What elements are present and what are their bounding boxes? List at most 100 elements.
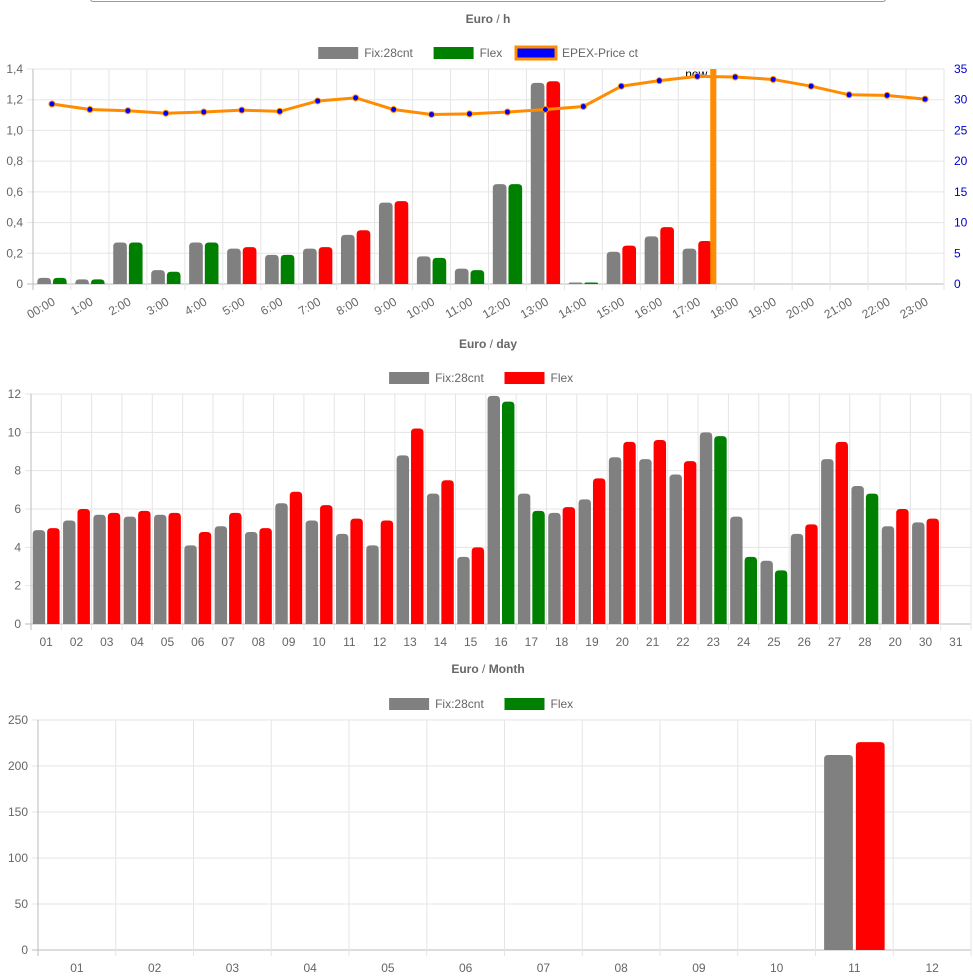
legend-swatch-1 [318, 47, 359, 59]
x-tick-label: 07 [221, 635, 235, 649]
legend-swatch-2 [504, 372, 545, 384]
bar-1 [340, 234, 355, 284]
legend-label-2: Flex [480, 46, 503, 60]
legend-swatch-1 [389, 372, 430, 384]
x-tick-label: 2:00 [106, 294, 134, 318]
line-point [541, 106, 549, 114]
x-tick-label: 20:00 [784, 294, 817, 321]
y-tick-label: 12 [8, 387, 22, 401]
x-tick-label: 07 [537, 961, 551, 975]
line-point [883, 91, 891, 99]
bar-2 [714, 436, 727, 624]
bar-1 [184, 545, 197, 624]
chart-title: Euro / h [466, 12, 511, 26]
bar-2 [562, 507, 576, 624]
bar-2 [584, 282, 599, 284]
y-tick-label: 200 [8, 759, 28, 773]
y-tick-label: 8 [14, 464, 21, 478]
y-tick-label: 1,4 [6, 62, 23, 76]
x-tick-label: 19:00 [746, 294, 779, 321]
line-point [124, 107, 132, 115]
chart-title-period: day [496, 337, 517, 351]
bar-1 [275, 503, 288, 624]
line-point [86, 106, 94, 114]
x-tick-label: 12:00 [480, 294, 513, 321]
x-tick-label: 11 [848, 961, 861, 975]
legend-label-2: Flex [551, 697, 574, 711]
x-tick-label: 20 [616, 635, 630, 649]
bar-1 [821, 459, 834, 624]
x-tick-label: 22 [676, 635, 690, 649]
bar-1 [568, 282, 583, 284]
x-tick-label: 27 [828, 635, 842, 649]
chart-title: Euro / Month [451, 662, 524, 676]
y-tick-label: 1,0 [6, 123, 23, 137]
bar-1 [669, 474, 682, 624]
chart-title-unit: Euro [459, 337, 486, 351]
x-tick-label: 00:00 [24, 294, 57, 321]
x-tick-label: 1:00 [68, 294, 96, 318]
line-point [807, 82, 815, 90]
bar-2 [502, 401, 515, 624]
bar-2 [90, 279, 105, 284]
x-tick-label: 10 [312, 635, 326, 649]
x-tick-label: 09 [282, 635, 296, 649]
legend-label-1: Fix:28cnt [435, 371, 484, 385]
bar-1 [881, 526, 895, 624]
bar-1 [851, 486, 864, 624]
bar-2 [289, 491, 303, 624]
now-marker-line [710, 69, 717, 284]
x-tick-label: 05 [381, 961, 395, 975]
bar-2 [229, 512, 242, 624]
x-tick-label: 03 [100, 635, 114, 649]
x-tick-label: 11 [343, 635, 356, 649]
bar-1 [63, 520, 76, 624]
y-tick-label: 2 [14, 579, 21, 593]
line-point [238, 106, 246, 114]
bar-1 [548, 512, 561, 624]
bar-1 [227, 248, 241, 284]
bar-1 [378, 202, 393, 284]
bar-1 [639, 459, 652, 624]
bar-1 [244, 532, 258, 624]
x-tick-label: 08 [614, 961, 628, 975]
x-tick-label: 16 [494, 635, 508, 649]
line-series [51, 74, 926, 116]
chart-title-period: h [503, 12, 510, 26]
bar-1 [578, 499, 591, 624]
y-tick-label: 0 [21, 943, 28, 957]
bar-1 [366, 545, 379, 624]
y2-tick-label: 10 [954, 216, 968, 230]
x-tick-label: 25 [767, 635, 781, 649]
bar-2 [356, 230, 371, 284]
x-tick-label: 08 [252, 635, 266, 649]
bar-2 [546, 81, 561, 285]
x-tick-label: 15:00 [594, 294, 627, 321]
bar-2 [623, 441, 636, 624]
bar-2 [470, 270, 485, 284]
x-tick-label: 28 [858, 635, 872, 649]
line-point [48, 100, 56, 108]
bar-1 [730, 516, 743, 624]
bar-1 [682, 248, 697, 284]
x-tick-label: 12 [925, 961, 939, 975]
bar-2 [380, 520, 394, 624]
x-tick-label: 31 [949, 635, 963, 649]
bar-2 [47, 528, 60, 624]
x-tick-label: 15 [464, 635, 478, 649]
x-tick-label: 21 [646, 635, 660, 649]
bar-1 [492, 184, 507, 284]
y2-tick-label: 20 [954, 154, 968, 168]
bar-1 [416, 256, 431, 284]
bar-2 [280, 254, 295, 284]
x-tick-label: 30 [919, 635, 933, 649]
bar-2 [138, 510, 151, 624]
x-tick-label: 9:00 [372, 294, 400, 318]
bar-2 [653, 440, 667, 624]
y-tick-label: 250 [8, 713, 28, 727]
x-tick-label: 22:00 [860, 294, 893, 321]
x-tick-label: 18:00 [708, 294, 741, 321]
bar-1 [303, 248, 317, 284]
bar-2 [896, 509, 909, 624]
